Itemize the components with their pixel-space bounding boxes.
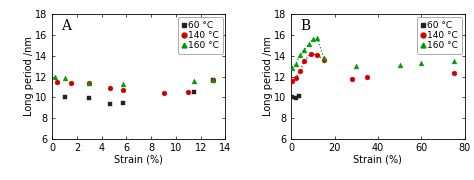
160 °C [85,81,93,84]
140 °C [301,60,308,62]
160 °C [292,63,300,66]
60 °C [292,97,300,100]
160 °C [309,38,317,41]
140 °C [160,92,167,94]
140 °C [320,58,328,61]
140 °C [209,78,217,81]
140 °C [348,77,356,80]
60 °C [295,95,302,98]
140 °C [85,81,93,84]
X-axis label: Strain (%): Strain (%) [114,155,163,165]
Text: A: A [61,19,71,33]
140 °C [107,86,114,89]
140 °C [313,53,321,56]
160 °C [305,43,312,46]
160 °C [296,53,304,56]
140 °C [184,91,192,93]
140 °C [450,72,457,75]
160 °C [301,48,308,51]
160 °C [320,57,328,59]
140 °C [296,70,304,73]
160 °C [313,37,321,40]
140 °C [363,75,371,78]
160 °C [61,76,68,79]
Y-axis label: Long period /nm: Long period /nm [24,37,34,116]
140 °C [119,89,127,91]
60 °C [107,103,114,106]
140 °C [67,81,74,84]
60 °C [61,96,68,99]
60 °C [191,91,198,93]
140 °C [289,79,296,82]
160 °C [119,82,127,85]
160 °C [396,64,403,67]
140 °C [292,76,300,79]
160 °C [450,60,457,62]
160 °C [289,67,296,70]
60 °C [289,96,296,99]
160 °C [353,65,360,68]
160 °C [51,75,58,78]
60 °C [209,78,217,81]
140 °C [53,80,61,83]
Y-axis label: Long period /nm: Long period /nm [263,37,273,116]
160 °C [191,79,198,82]
Legend: 60 °C, 140 °C, 160 °C: 60 °C, 140 °C, 160 °C [178,17,223,54]
Text: B: B [300,19,310,33]
60 °C [85,97,93,100]
160 °C [418,62,425,64]
160 °C [209,78,217,81]
140 °C [307,52,315,55]
60 °C [119,102,127,105]
Legend: 60 °C, 140 °C, 160 °C: 60 °C, 140 °C, 160 °C [418,17,462,54]
X-axis label: Strain (%): Strain (%) [354,155,402,165]
